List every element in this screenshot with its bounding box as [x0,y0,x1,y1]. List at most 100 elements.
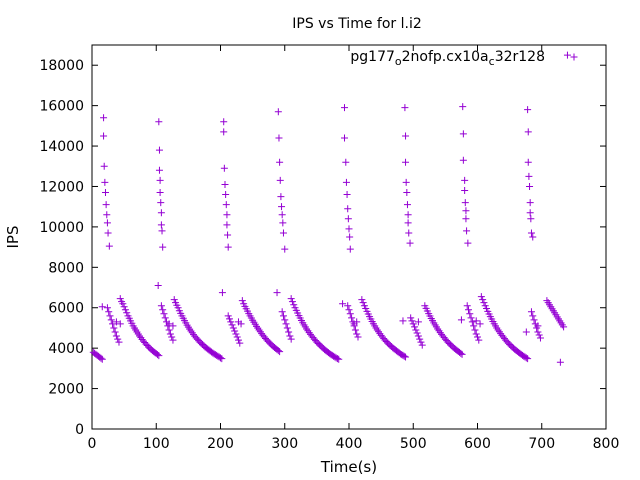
data-point [560,323,568,331]
data-point [107,316,115,324]
data-point [335,355,343,363]
data-point [342,178,350,186]
data-point [228,321,236,329]
data-point [112,318,120,326]
data-point [468,318,476,326]
data-point [279,229,287,237]
data-point [155,118,163,126]
data-point [224,243,232,251]
data-point [407,314,415,322]
data-point [101,189,109,197]
data-point [98,355,106,363]
data-point [536,334,544,342]
y-tick-label: 4000 [48,341,84,357]
data-point [341,134,349,142]
data-point [229,324,237,332]
y-tick-label: 12000 [39,179,84,195]
data-point [414,332,422,340]
data-point [154,282,162,290]
data-point [234,336,242,344]
data-point [103,211,111,219]
data-point [464,239,472,247]
data-point [402,178,410,186]
data-point [109,320,117,328]
data-point [495,328,503,336]
data-point [186,325,194,333]
data-point [526,209,534,217]
x-tick-label: 700 [528,436,555,452]
data-point [106,312,114,320]
data-point [154,351,162,359]
data-point [282,320,290,328]
data-point [351,326,359,334]
data-point [346,233,354,241]
data-point [411,323,419,331]
chart-title: IPS vs Time for l.i2 [292,16,422,32]
data-point [281,316,289,324]
data-point [275,134,283,142]
data-point [409,320,417,328]
data-point [285,328,293,336]
data-point [403,201,411,209]
data-point [160,310,168,318]
data-point [341,104,349,112]
data-point [225,315,233,323]
data-point [104,229,112,237]
data-point [100,132,108,140]
data-point [471,326,479,334]
data-point [276,176,284,184]
data-point [277,193,285,201]
data-point [414,318,422,326]
data-point [111,328,119,336]
data-point [465,306,473,314]
data-point [169,322,177,330]
data-point [304,327,312,335]
data-point [287,335,295,343]
data-point [413,329,421,337]
data-point [412,326,420,334]
data-point [155,352,163,360]
x-tick-label: 600 [464,436,491,452]
data-point [168,333,176,341]
data-point [156,176,164,184]
data-point [457,349,465,357]
data-point [462,215,470,223]
data-point [524,158,532,166]
data-point [120,303,128,311]
data-point [530,316,538,324]
data-point [159,243,167,251]
data-point [116,295,124,303]
data-point [156,189,164,197]
data-point [333,355,341,363]
data-point [233,333,241,341]
data-point [227,318,235,326]
data-point [524,128,532,136]
data-point [278,203,286,211]
data-point [170,296,178,304]
data-point [535,331,543,339]
y-tick-label: 0 [75,422,84,438]
data-point [165,326,173,334]
y-tick-label: 14000 [39,139,84,155]
data-point [222,191,230,199]
data-point [105,308,113,316]
data-point [174,304,182,312]
data-point [115,338,123,346]
data-point [354,333,362,341]
data-point [116,320,124,328]
data-point [524,106,532,114]
data-point [238,297,246,305]
data-point [373,326,381,334]
data-point [408,317,416,325]
y-tick-label: 8000 [48,260,84,276]
data-point [283,324,291,332]
data-point [303,325,311,333]
data-point [97,354,105,362]
data-point [406,239,414,247]
legend: pg177o2nofp.cx10ac32r128 [350,49,578,68]
data-point [556,358,564,366]
data-point [279,312,287,320]
x-tick-label: 200 [207,436,234,452]
data-point [472,317,480,325]
